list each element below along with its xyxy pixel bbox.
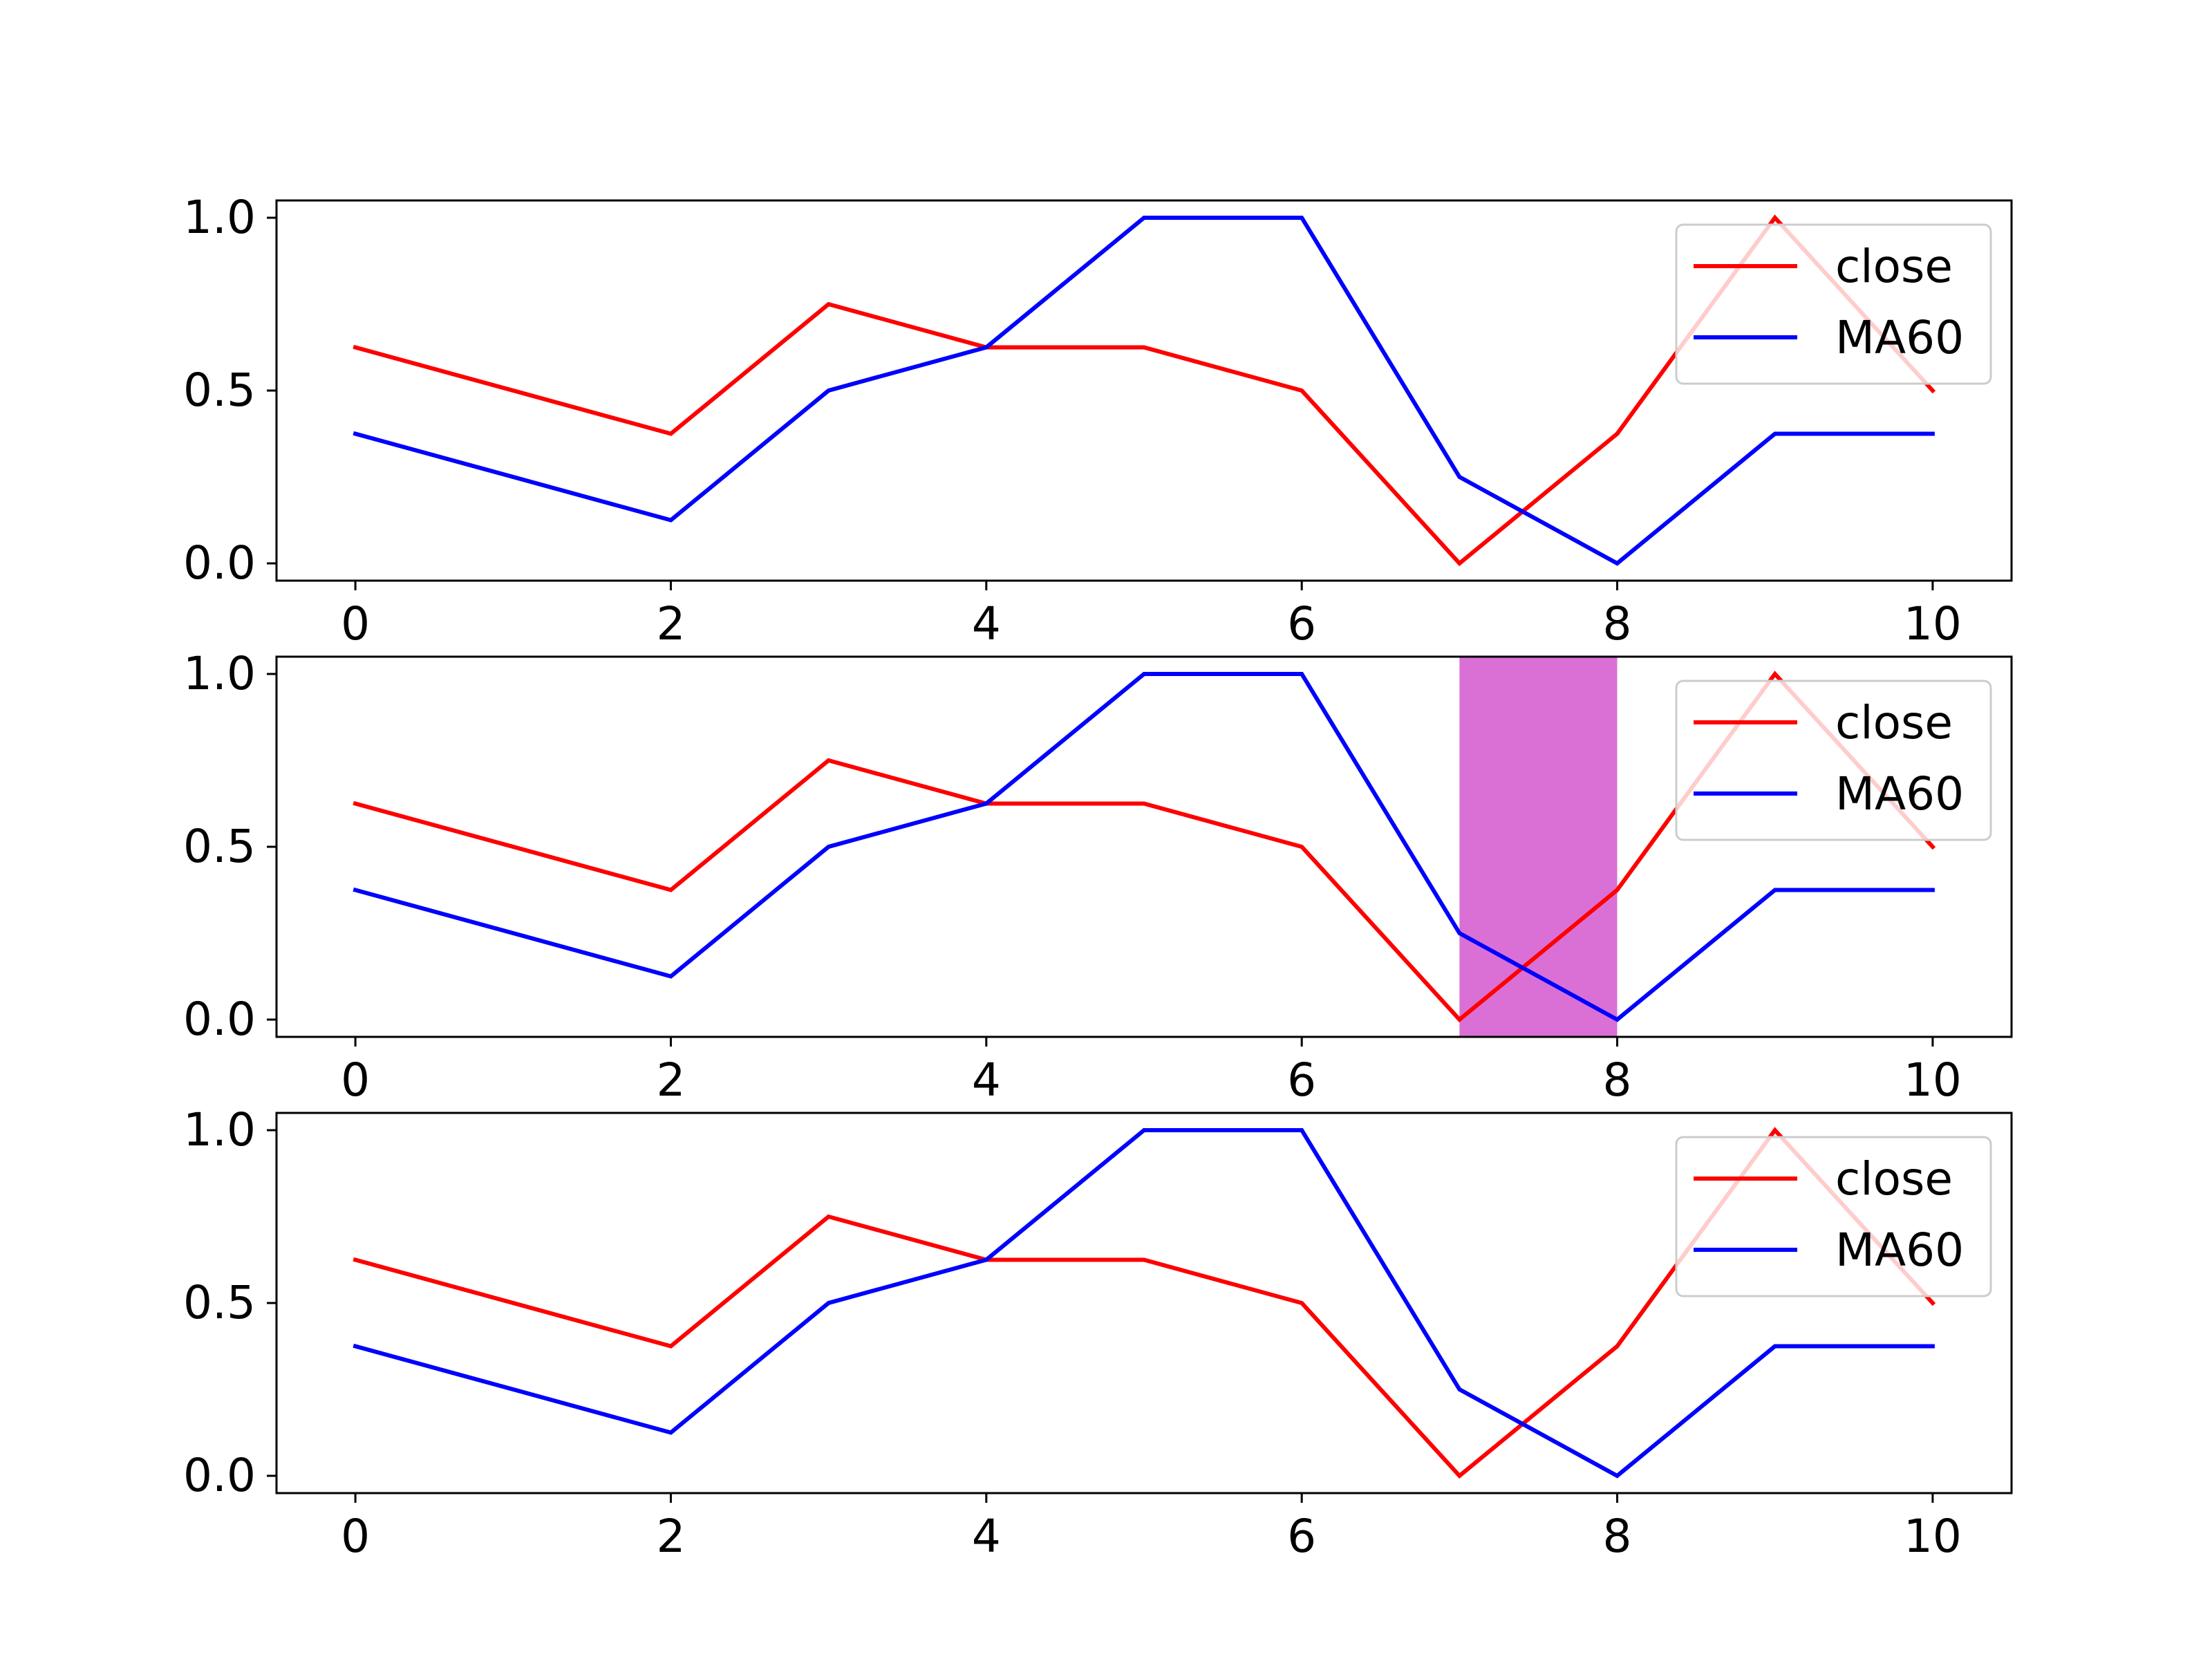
legend-label-close: close xyxy=(1835,240,1953,293)
y-tick-label: 0.5 xyxy=(183,364,256,417)
y-tick-label: 1.0 xyxy=(183,647,256,700)
y-tick-label: 0.0 xyxy=(183,1449,256,1502)
y-tick-label: 0.0 xyxy=(183,536,256,590)
x-tick-label: 2 xyxy=(656,1053,685,1107)
y-tick-label: 1.0 xyxy=(183,1103,256,1156)
subplot-2: 0 2 4 6 8 10 0.0 0.5 1.0 close MA60 xyxy=(183,647,2013,1107)
legend: close MA60 xyxy=(1675,1136,1992,1297)
y-tick-label: 0.5 xyxy=(183,1276,256,1329)
legend-label-close: close xyxy=(1835,696,1953,749)
x-tick-label: 0 xyxy=(341,597,370,650)
x-tick-label: 0 xyxy=(341,1510,370,1563)
x-tick-label: 10 xyxy=(1904,1053,1962,1107)
series-line-ma60 xyxy=(353,672,1935,1022)
x-tick-label: 6 xyxy=(1287,1053,1316,1107)
subplot-3: 0 2 4 6 8 10 0.0 0.5 1.0 close MA60 xyxy=(183,1103,2013,1563)
y-tick-label: 0.5 xyxy=(183,820,256,873)
x-tick-label: 10 xyxy=(1904,1510,1962,1563)
subplot-1: 0 2 4 6 8 10 0.0 0.5 1.0 close MA60 xyxy=(183,191,2013,650)
legend-label-ma60: MA60 xyxy=(1835,311,1964,364)
x-tick-label: 4 xyxy=(972,597,1001,650)
x-tick-label: 4 xyxy=(972,1510,1001,1563)
x-tick-label: 4 xyxy=(972,1053,1001,1107)
x-tick-label: 2 xyxy=(656,1510,685,1563)
shaded-region xyxy=(1459,657,1618,1037)
x-tick-label: 6 xyxy=(1287,597,1316,650)
y-tick-label: 1.0 xyxy=(183,191,256,244)
series-line-ma60 xyxy=(353,1128,1935,1479)
x-tick-label: 10 xyxy=(1904,597,1962,650)
legend: close MA60 xyxy=(1675,223,1992,385)
y-tick-label: 0.0 xyxy=(183,993,256,1046)
x-tick-label: 8 xyxy=(1603,597,1632,650)
legend-label-ma60: MA60 xyxy=(1835,1224,1964,1277)
series-line-ma60 xyxy=(353,216,1935,566)
legend: close MA60 xyxy=(1675,679,1992,841)
legend-label-ma60: MA60 xyxy=(1835,767,1964,821)
x-tick-label: 2 xyxy=(656,597,685,650)
x-tick-label: 0 xyxy=(341,1053,370,1107)
legend-label-close: close xyxy=(1835,1152,1953,1206)
x-tick-label: 8 xyxy=(1603,1053,1632,1107)
x-tick-label: 8 xyxy=(1603,1510,1632,1563)
x-tick-label: 6 xyxy=(1287,1510,1316,1563)
